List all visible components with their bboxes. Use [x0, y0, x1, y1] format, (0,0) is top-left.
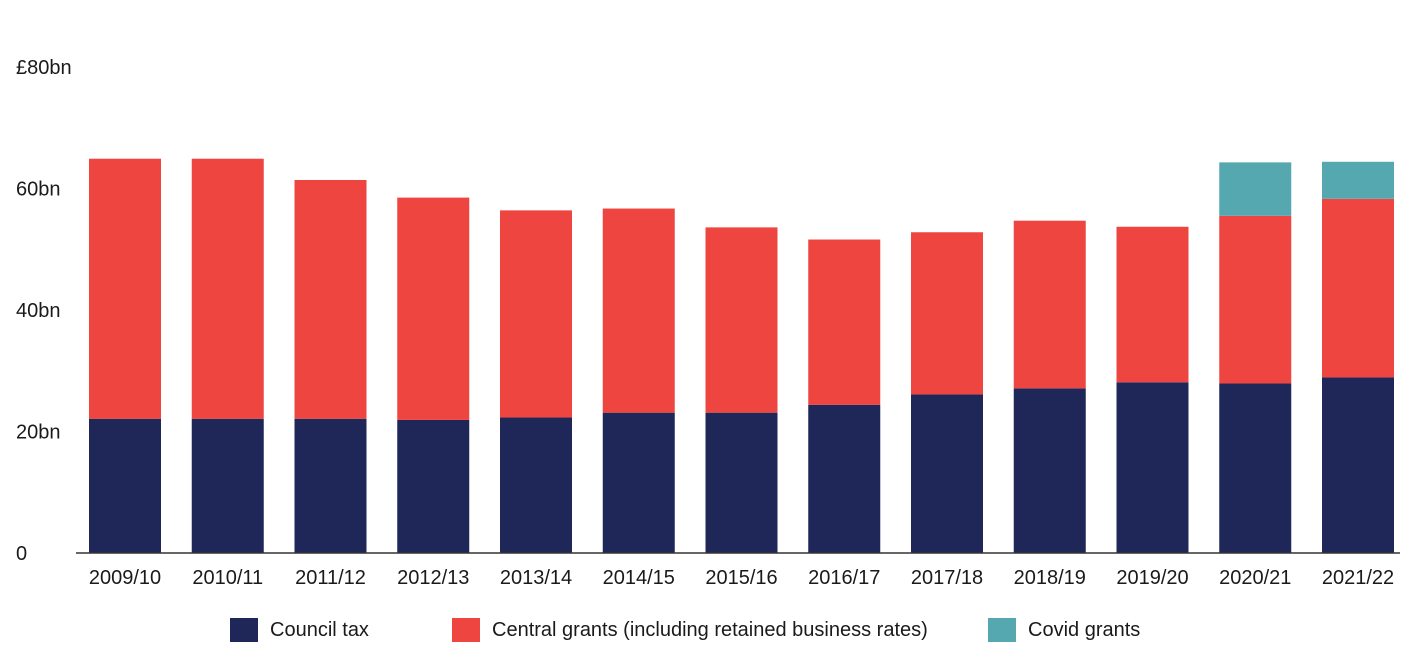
bar-council-tax-2017-18: [911, 394, 983, 553]
bars: [89, 158, 1394, 553]
bar-council-tax-2015-16: [705, 412, 778, 553]
bar-council-tax-2013-14: [500, 417, 572, 553]
y-axis-ticks: 0 20bn 40bn 60bn £80bn: [16, 57, 72, 565]
x-tick-label: 2020/21: [1219, 567, 1291, 589]
x-tick-label: 2021/22: [1322, 567, 1394, 589]
legend-swatch-central-grants: [452, 618, 480, 642]
bar-central-grants-including-retained-business-rates-2016-17: [808, 239, 881, 405]
y-tick-label: 0: [16, 543, 27, 565]
legend-item-covid-grants: Covid grants: [988, 612, 1140, 648]
bar-council-tax-2010-11: [191, 418, 264, 553]
bar-central-grants-including-retained-business-rates-2019-20: [1116, 226, 1189, 383]
bar-covid-grants-2020-21: [1219, 162, 1292, 216]
x-tick-label: 2014/15: [603, 567, 675, 589]
x-tick-label: 2011/12: [295, 567, 366, 589]
legend-item-council-tax: Council tax: [230, 612, 369, 648]
legend-label-covid-grants: Covid grants: [1028, 618, 1141, 641]
x-tick-label: 2013/14: [500, 567, 572, 589]
bar-council-tax-2014-15: [602, 412, 675, 553]
legend-label-central-grants: Central grants (including retained busin…: [492, 618, 928, 641]
legend-item-central-grants: Central grants (including retained busin…: [452, 612, 928, 648]
legend-label-council-tax: Council tax: [270, 618, 369, 641]
bar-council-tax-2019-20: [1116, 382, 1189, 553]
legend-swatch-covid-grants: [988, 618, 1016, 642]
bar-central-grants-including-retained-business-rates-2010-11: [191, 158, 264, 419]
x-tick-label: 2018/19: [1014, 567, 1086, 589]
legend-swatch-council-tax: [230, 618, 258, 642]
y-tick-label: 60bn: [16, 179, 61, 201]
bar-central-grants-including-retained-business-rates-2020-21: [1219, 215, 1292, 384]
bar-council-tax-2020-21: [1219, 383, 1292, 553]
bar-central-grants-including-retained-business-rates-2015-16: [705, 227, 778, 413]
x-tick-label: 2009/10: [89, 567, 161, 589]
x-tick-label: 2019/20: [1116, 567, 1188, 589]
bar-council-tax-2012-13: [397, 419, 470, 553]
bar-central-grants-including-retained-business-rates-2012-13: [397, 197, 470, 420]
bar-central-grants-including-retained-business-rates-2021-22: [1322, 198, 1394, 378]
bar-central-grants-including-retained-business-rates-2013-14: [500, 210, 572, 418]
x-tick-label: 2012/13: [397, 567, 469, 589]
x-axis-labels: 2009/10 2010/11 2011/12 2012/13 2013/14 2014/…: [89, 567, 1394, 589]
bar-central-grants-including-retained-business-rates-2014-15: [602, 208, 675, 413]
bar-council-tax-2016-17: [808, 404, 881, 553]
bar-covid-grants-2021-22: [1322, 161, 1394, 199]
x-tick-label: 2015/16: [705, 567, 777, 589]
bar-central-grants-including-retained-business-rates-2009-10: [89, 158, 161, 419]
legend: Council tax Central grants (including re…: [0, 612, 1412, 648]
bar-council-tax-2018-19: [1013, 388, 1086, 553]
y-tick-label: 20bn: [16, 422, 61, 444]
bar-central-grants-including-retained-business-rates-2017-18: [911, 232, 983, 395]
bar-council-tax-2009-10: [89, 418, 161, 553]
bar-council-tax-2011-12: [294, 418, 367, 553]
bar-council-tax-2021-22: [1322, 377, 1394, 553]
y-tick-label: 40bn: [16, 300, 61, 322]
y-tick-label: £80bn: [16, 57, 72, 79]
x-tick-label: 2016/17: [808, 567, 880, 589]
bar-central-grants-including-retained-business-rates-2011-12: [294, 180, 367, 419]
bar-central-grants-including-retained-business-rates-2018-19: [1013, 220, 1086, 389]
x-tick-label: 2010/11: [192, 567, 263, 589]
x-tick-label: 2017/18: [911, 567, 983, 589]
